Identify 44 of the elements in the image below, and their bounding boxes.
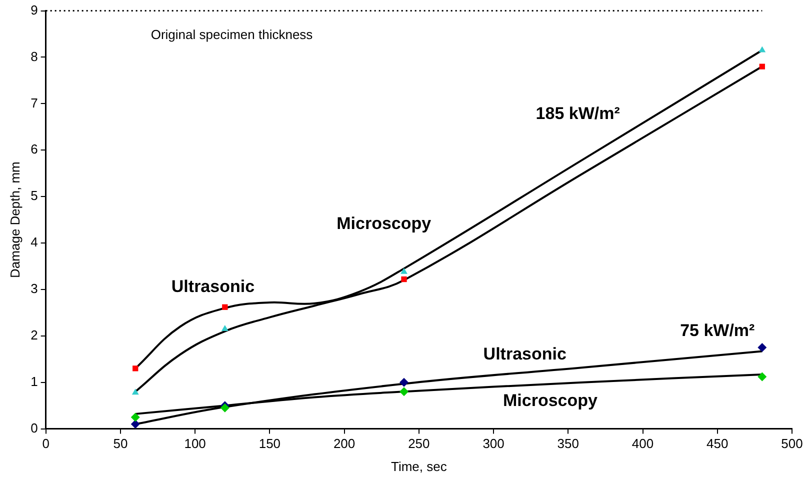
annotation: Microscopy: [336, 214, 432, 234]
point: [759, 64, 765, 70]
point: [221, 324, 228, 331]
x-tick-label: 350: [557, 436, 579, 452]
y-axis-title: Damage Depth, mm: [7, 162, 22, 278]
point: [130, 412, 140, 422]
y-tick-label: 3: [30, 281, 38, 296]
point: [758, 343, 767, 352]
point: [758, 372, 767, 382]
y-tick-label: 5: [30, 188, 38, 204]
y-tick-label: 6: [30, 142, 38, 157]
point: [132, 366, 138, 372]
y-tick-label: 4: [30, 234, 38, 250]
x-tick-label: 250: [408, 436, 430, 452]
point: [400, 268, 408, 274]
annotation: Microscopy: [503, 390, 598, 410]
y-tick-label: 8: [30, 48, 38, 64]
y-tick-label: 0: [30, 420, 38, 436]
point: [399, 387, 408, 396]
point: [758, 46, 766, 52]
y-tick-label: 2: [30, 327, 38, 342]
y-tick-label: 9: [30, 2, 38, 18]
ref-line-label: Original specimen thickness: [150, 26, 314, 42]
x-tick-label: 100: [184, 436, 206, 452]
x-tick-label: 300: [482, 436, 504, 452]
annotation: Ultrasonic: [483, 344, 566, 364]
x-tick-label: 500: [781, 436, 803, 452]
point: [222, 304, 228, 310]
annotation: Ultrasonic: [171, 276, 255, 296]
x-tick-label: 400: [632, 436, 654, 452]
point: [132, 388, 139, 395]
y-tick-label: 1: [30, 374, 38, 389]
point: [401, 276, 407, 282]
point: [130, 420, 140, 429]
annotation: 75 kW/m²: [680, 321, 756, 340]
x-tick-label: 0: [42, 436, 50, 452]
annotation: 185 kW/m²: [536, 104, 620, 124]
x-tick-label: 150: [258, 436, 281, 452]
y-tick-label: 7: [30, 95, 38, 110]
point: [399, 378, 408, 387]
x-axis-title: Time, sec: [390, 458, 448, 474]
x-tick-label: 50: [113, 436, 128, 452]
x-tick-label: 200: [333, 436, 356, 452]
x-tick-label: 450: [706, 436, 728, 452]
